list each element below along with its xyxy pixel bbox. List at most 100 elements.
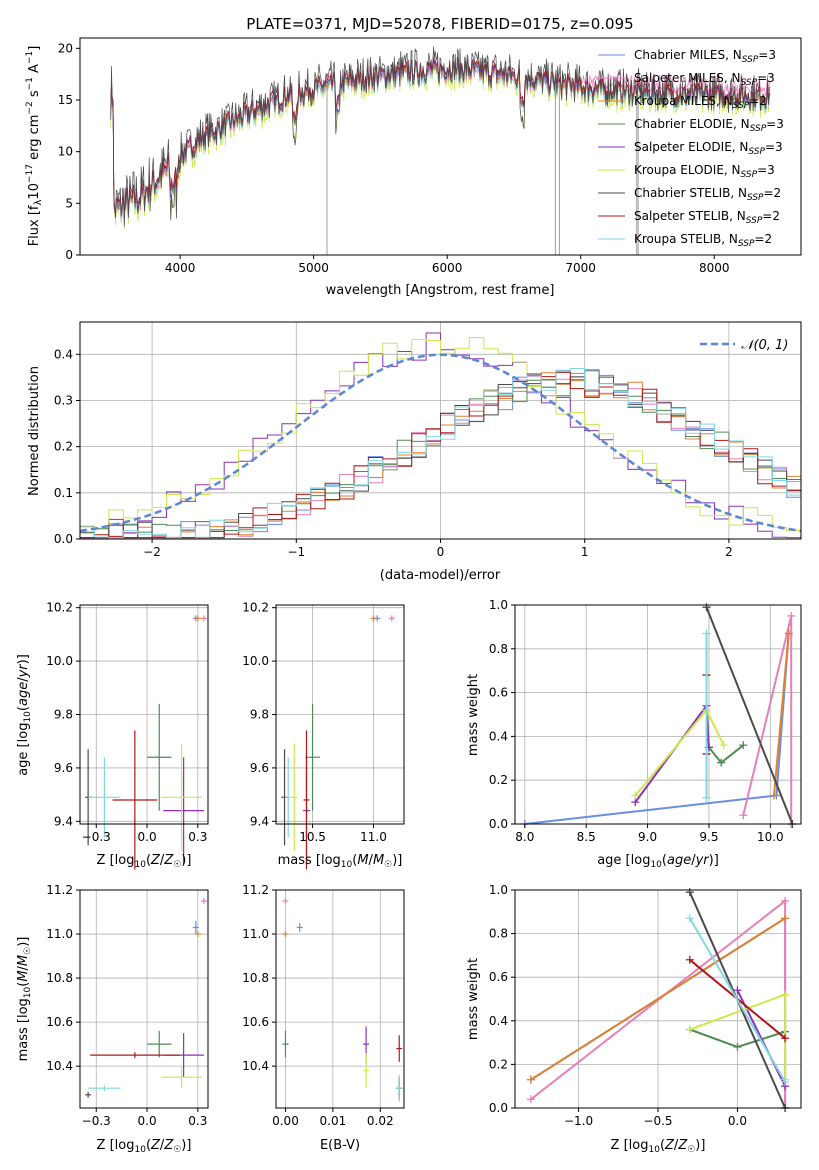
y-tick-label: 10.8 xyxy=(242,971,269,985)
weight-marker xyxy=(702,629,711,638)
weight-line xyxy=(530,917,786,1081)
weight-marker xyxy=(781,914,790,923)
y-tick-label: 0.4 xyxy=(489,729,508,743)
weight-marker xyxy=(781,1077,790,1086)
legend-label: Salpeter STELIB, NSSP=2 xyxy=(634,209,780,226)
y-tick-label: 10.2 xyxy=(242,601,269,615)
x-tick-label: −2 xyxy=(143,545,161,559)
y-tick-label: 1.0 xyxy=(489,598,508,612)
weight-marker xyxy=(769,791,778,800)
y-tick-label: 5 xyxy=(65,196,73,210)
y-tick-label: 10 xyxy=(58,145,73,159)
legend-label: Salpeter ELODIE, NSSP=3 xyxy=(634,140,783,157)
mass-vs-Z-errorbars xyxy=(85,898,207,1098)
spectrum-ylabel: Flux [fλ10−17 erg cm−2 s−1 A−1] xyxy=(25,46,44,247)
spectrum-frame xyxy=(79,37,802,256)
x-tick-label: 7000 xyxy=(565,261,596,275)
weight-vs-Z-xlabel: Z [log10(Z/Z☉)] xyxy=(611,1138,706,1155)
age-vs-mass-panel: 10.5 11.0 9.4 9.6 9.8 10.0 10.2 mass [log10(M/… xyxy=(242,601,405,870)
x-tick-label: −1.0 xyxy=(564,1114,593,1128)
y-tick-label: 11.0 xyxy=(46,927,73,941)
weight-marker xyxy=(733,986,742,995)
x-tick-label: 10.5 xyxy=(299,830,326,844)
residuals-xlabel: (data-model)/error xyxy=(380,568,501,583)
weight-line xyxy=(773,633,790,796)
legend-label: Chabrier STELIB, NSSP=2 xyxy=(634,186,781,203)
y-tick-label: 9.4 xyxy=(250,814,269,828)
y-tick-label: 9.8 xyxy=(54,708,73,722)
mass-vs-ebv-errorbars xyxy=(282,898,403,1102)
weight-marker xyxy=(685,914,694,923)
x-tick-label: 6000 xyxy=(432,261,463,275)
x-tick-label: 0 xyxy=(437,545,445,559)
y-tick-label: 0.0 xyxy=(489,1101,508,1115)
y-tick-label: 0.0 xyxy=(489,817,508,831)
x-tick-label: 5000 xyxy=(298,261,329,275)
x-tick-label: 2 xyxy=(725,545,733,559)
age-vs-mass-frame xyxy=(275,604,405,825)
y-tick-label: 0.6 xyxy=(489,686,508,700)
age-vs-mass-errorbars xyxy=(281,615,395,870)
weight-vs-age-lines xyxy=(520,603,797,828)
spectrum-xlabel: wavelength [Angstrom, rest frame] xyxy=(326,283,555,298)
weight-marker xyxy=(702,793,711,802)
x-tick-label: 9.5 xyxy=(699,830,718,844)
y-tick-label: 10.0 xyxy=(242,654,269,668)
x-tick-label: 8.0 xyxy=(515,830,534,844)
weight-marker xyxy=(787,611,796,620)
weight-marker xyxy=(631,791,640,800)
weight-vs-Z-frame xyxy=(514,889,802,1109)
weight-vs-age-xlabel: age [log10(age/yr)] xyxy=(597,853,719,870)
x-tick-label: 0.02 xyxy=(367,1114,394,1128)
legend-label: Chabrier ELODIE, NSSP=3 xyxy=(634,117,784,134)
weight-line xyxy=(688,917,786,1083)
y-tick-label: 10.4 xyxy=(46,1059,73,1073)
y-tick-label: 10.6 xyxy=(46,1015,73,1029)
y-tick-label: 9.8 xyxy=(250,708,269,722)
y-tick-label: 0.2 xyxy=(489,773,508,787)
mass-vs-Z-frame xyxy=(79,889,209,1109)
residuals-frame xyxy=(79,321,802,540)
x-tick-label: 0.0 xyxy=(138,1114,157,1128)
x-tick-label: 0.3 xyxy=(188,830,207,844)
weight-marker xyxy=(526,1075,535,1084)
weight-line xyxy=(705,606,794,825)
age-vs-Z-panel: −0.3 0.0 0.3 9.4 9.6 9.8 10.0 10.2 Z [log10(Z/Z… xyxy=(16,601,209,870)
age-vs-mass-xlabel: mass [log10(M/M☉)] xyxy=(278,853,403,870)
x-tick-label: 1 xyxy=(581,545,589,559)
mass-vs-Z-panel: −0.3 0.0 0.3 10.4 10.6 10.8 11.0 11.2 Z [log10(… xyxy=(16,883,209,1155)
weight-marker xyxy=(739,741,748,750)
y-tick-label: 0.8 xyxy=(489,927,508,941)
weight-marker xyxy=(739,811,748,820)
age-vs-Z-xlabel: Z [log10(Z/Z☉)] xyxy=(97,853,192,870)
x-tick-label: −0.3 xyxy=(82,1114,111,1128)
y-tick-label: 0.6 xyxy=(489,970,508,984)
x-tick-label: 0.01 xyxy=(320,1114,347,1128)
spectrum-axes: 4000 5000 6000 7000 8000 0 5 10 15 20 xyxy=(58,41,730,275)
y-tick-label: 10.6 xyxy=(242,1015,269,1029)
y-tick-label: 0.4 xyxy=(54,347,73,361)
y-tick-label: 9.6 xyxy=(54,761,73,775)
mass-vs-ebv-frame xyxy=(275,889,405,1109)
normal-reference-curve xyxy=(79,353,802,533)
y-tick-label: 0.2 xyxy=(489,1057,508,1071)
figure-title: PLATE=0371, MJD=52078, FIBERID=0175, z=0… xyxy=(246,15,633,33)
x-tick-label: 8000 xyxy=(699,261,730,275)
x-tick-label: 10.0 xyxy=(757,830,784,844)
y-tick-label: 10.4 xyxy=(242,1059,269,1073)
x-tick-label: 11.0 xyxy=(360,830,387,844)
spectrum-line xyxy=(110,46,771,227)
weight-marker xyxy=(685,1025,694,1034)
y-tick-label: 9.4 xyxy=(54,814,73,828)
y-tick-label: 0.4 xyxy=(489,1014,508,1028)
weight-marker xyxy=(781,896,790,905)
y-tick-label: 15 xyxy=(58,93,73,107)
mass-vs-ebv-panel: 0.00 0.01 0.02 10.4 10.6 10.8 11.0 11.2 E(B-V) xyxy=(242,883,405,1153)
y-tick-label: 1.0 xyxy=(489,883,508,897)
weight-vs-Z-ylabel: mass weight xyxy=(466,958,481,1040)
x-tick-label: 0.00 xyxy=(272,1114,299,1128)
x-tick-label: 0.0 xyxy=(138,830,157,844)
y-tick-label: 0.2 xyxy=(54,440,73,454)
weight-vs-age-panel: 8.0 8.5 9.0 9.5 10.0 0.0 0.2 0.4 0.6 0.8 1.0 age [… xyxy=(466,598,802,870)
